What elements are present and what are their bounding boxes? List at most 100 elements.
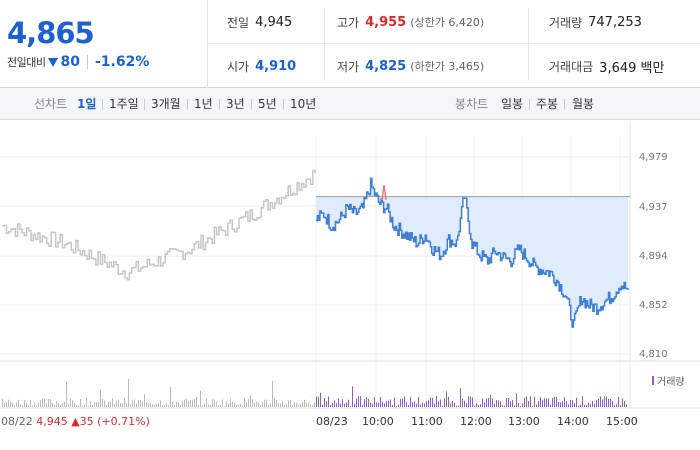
stat-high: 고가 4,955 (상한가 6,420): [337, 0, 484, 44]
volume-bar: [592, 400, 593, 407]
volume-bar: [354, 404, 355, 407]
stock-header: 4,865 전일대비 80 -1.62% 전일 4,945 고가 4,955 (…: [0, 0, 700, 88]
toolbar-divider: [187, 99, 188, 110]
volume-bar: [20, 404, 21, 407]
volume-bar: [406, 401, 407, 407]
price-chart[interactable]: 4,979 4,937 4,894 4,852 4,810 거래량 08/22 …: [0, 121, 700, 450]
period-1w[interactable]: 1주일: [109, 97, 139, 111]
volume-bar: [342, 399, 343, 407]
candle-weekly[interactable]: 주봉: [536, 97, 559, 111]
volume-bar: [38, 402, 39, 407]
y-tick-label: 4,937: [639, 202, 668, 213]
period-1y[interactable]: 1년: [194, 97, 213, 111]
stat-label: 거래대금: [549, 59, 594, 74]
volume-bar: [544, 398, 545, 407]
volume-bar: [294, 402, 295, 407]
volume-bar: [34, 402, 35, 407]
volume-bar: [460, 388, 461, 407]
volume-bar: [194, 399, 195, 407]
volume-bar: [404, 396, 405, 407]
volume-bar: [64, 401, 65, 407]
volume-bar: [468, 396, 469, 407]
x-tick-label: 08/23: [316, 415, 348, 428]
candle-monthly[interactable]: 월봉: [572, 97, 595, 111]
y-tick-label: 4,894: [639, 251, 668, 262]
volume-legend-label: 거래량: [657, 377, 685, 388]
volume-bar: [542, 399, 543, 407]
period-3m[interactable]: 3개월: [151, 97, 181, 111]
volume-bar: [602, 399, 603, 407]
period-3y[interactable]: 3년: [226, 97, 245, 111]
toolbar-divider: [251, 99, 252, 110]
volume-bar: [556, 396, 557, 407]
volume-bar: [456, 405, 457, 407]
volume-bar: [14, 405, 15, 407]
volume-bar: [430, 397, 431, 407]
volume-bar: [438, 401, 439, 407]
volume-bar: [424, 403, 425, 407]
volume-bar: [516, 393, 517, 407]
volume-bar: [612, 401, 613, 407]
volume-bar: [300, 403, 301, 407]
volume-bar: [268, 405, 269, 407]
stat-value: 3,649 백만: [599, 60, 665, 76]
volume-bar: [562, 401, 563, 407]
volume-bar: [338, 398, 339, 407]
volume-bar: [446, 391, 447, 407]
volume-bar: [322, 404, 323, 407]
volume-bar: [362, 404, 363, 407]
volume-bar: [70, 398, 71, 407]
candle-daily[interactable]: 일봉: [501, 97, 524, 111]
volume-bar: [44, 398, 45, 407]
volume-bar: [98, 401, 99, 407]
volume-bar: [114, 404, 115, 407]
volume-bar: [496, 400, 497, 407]
volume-bar: [486, 398, 487, 407]
volume-bar: [422, 402, 423, 407]
y-tick-label: 4,979: [639, 152, 668, 163]
volume-bar: [498, 400, 499, 407]
volume-bar: [102, 398, 103, 407]
volume-bar: [426, 401, 427, 407]
volume-bar: [478, 405, 479, 407]
volume-bar: [80, 399, 81, 407]
toolbar-divider: [144, 99, 145, 110]
volume-bar: [192, 400, 193, 407]
stats-row-1: 전일 4,945 고가 4,955 (상한가 6,420) 거래량 747,25…: [209, 0, 700, 80]
period-5y[interactable]: 5년: [258, 97, 277, 111]
volume-bar: [538, 400, 539, 407]
volume-bar: [158, 403, 159, 407]
volume-bar: [262, 401, 263, 407]
volume-bar: [320, 392, 321, 407]
volume-bar: [252, 399, 253, 407]
volume-bar: [208, 404, 209, 407]
volume-bar: [58, 403, 59, 407]
stat-label: 시가: [227, 59, 250, 74]
volume-bar: [156, 403, 157, 407]
volume-bar: [540, 397, 541, 407]
stat-value: 4,825: [365, 58, 407, 74]
volume-bar: [570, 400, 571, 407]
volume-bar: [504, 405, 505, 407]
volume-bar: [514, 405, 515, 407]
stat-value: 4,945: [255, 14, 293, 30]
volume-bar: [324, 398, 325, 407]
period-10y[interactable]: 10년: [290, 97, 317, 111]
volume-bar: [518, 403, 519, 407]
volume-bar: [100, 389, 101, 407]
stat-value: 4,955: [365, 14, 407, 30]
volume-bar: [218, 405, 219, 407]
volume-bar: [190, 400, 191, 407]
volume-bar: [90, 401, 91, 407]
volume-bar: [394, 397, 395, 407]
period-1d[interactable]: 1일: [77, 97, 97, 111]
volume-bar: [626, 404, 627, 407]
volume-bar: [238, 404, 239, 407]
volume-bar: [398, 404, 399, 407]
volume-bar: [76, 405, 77, 407]
volume-bar: [526, 396, 527, 407]
volume-bar: [112, 398, 113, 407]
volume-bar: [212, 399, 213, 407]
volume-bar: [390, 399, 391, 407]
volume-bar: [576, 397, 577, 407]
